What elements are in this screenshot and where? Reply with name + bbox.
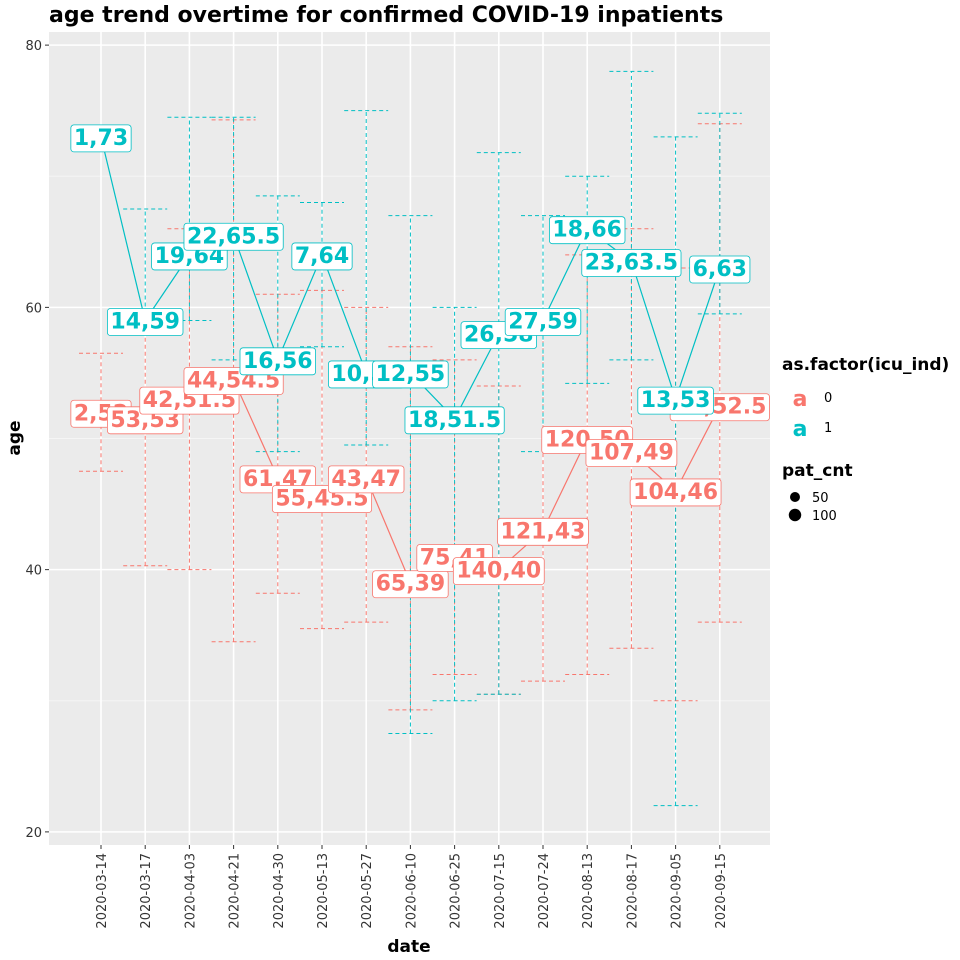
x-tick-label: 2020-08-17 xyxy=(625,853,640,929)
x-tick-label: 2020-09-05 xyxy=(670,853,685,929)
legend-color-entries: a 0a 1 xyxy=(793,387,833,442)
x-tick-label: 2020-04-30 xyxy=(272,853,287,929)
error-bar xyxy=(432,306,477,702)
x-tick-label: 2020-06-10 xyxy=(404,853,419,929)
x-tick-label: 2020-06-25 xyxy=(449,853,464,929)
y-axis: 20 40 60 80 xyxy=(25,39,49,841)
svg-text:12,55: 12,55 xyxy=(376,362,446,387)
data-label: 121,43 xyxy=(497,517,589,546)
y-tick-label: 80 xyxy=(25,39,42,54)
svg-text:18,51.5: 18,51.5 xyxy=(408,408,501,433)
error-bar xyxy=(565,175,610,384)
data-label: 22,65.5 xyxy=(183,222,284,251)
data-label: 107,49 xyxy=(585,439,678,468)
data-label: 7,64 xyxy=(291,242,353,271)
x-axis-title: date xyxy=(387,937,430,957)
data-label: 1,73 xyxy=(70,124,132,153)
y-tick-label: 20 xyxy=(25,826,42,841)
y-axis-title: age xyxy=(5,420,25,455)
x-tick-label: 2020-07-15 xyxy=(493,853,508,929)
x-tick-label: 2020-07-24 xyxy=(537,853,552,929)
data-label: 13,53 xyxy=(637,386,714,415)
legend-glyph: a xyxy=(793,387,808,412)
svg-text:121,43: 121,43 xyxy=(501,519,586,544)
error-bar xyxy=(697,112,742,315)
error-bar xyxy=(300,201,344,348)
svg-text:16,56: 16,56 xyxy=(243,349,313,374)
data-label: 16,56 xyxy=(239,347,316,376)
error-bar xyxy=(476,152,521,695)
x-axis: 2020-03-14 2020-03-17 2020-04-03 2020-04-21… xyxy=(95,845,729,929)
error-bar xyxy=(344,110,389,446)
x-tick-label: 2020-03-14 xyxy=(95,853,110,929)
x-tick-label: 2020-03-17 xyxy=(139,853,154,929)
data-labels: 2,5253,5342,51.544,54.561,4755,45.543,47… xyxy=(70,124,770,599)
x-tick-label: 2020-04-03 xyxy=(183,853,198,929)
svg-text:65,39: 65,39 xyxy=(376,572,446,597)
legend-size-dot xyxy=(788,508,802,522)
svg-text:1,73: 1,73 xyxy=(74,126,128,151)
error-bar xyxy=(609,70,654,361)
data-label: 6,63 xyxy=(689,255,751,284)
data-label: 18,51.5 xyxy=(404,406,505,435)
svg-text:27,59: 27,59 xyxy=(508,309,578,334)
svg-text:22,65.5: 22,65.5 xyxy=(187,224,280,249)
x-tick-label: 2020-05-13 xyxy=(316,853,331,929)
legend-size-label: 100 xyxy=(812,509,837,524)
svg-text:13,53: 13,53 xyxy=(641,388,711,413)
chart-title: age trend overtime for confirmed COVID-1… xyxy=(49,3,723,28)
svg-text:18,66: 18,66 xyxy=(552,218,622,243)
svg-text:43,47: 43,47 xyxy=(331,467,401,492)
x-tick-label: 2020-05-27 xyxy=(360,853,375,929)
x-tick-label: 2020-09-15 xyxy=(714,853,729,929)
y-tick-label: 60 xyxy=(25,301,42,316)
data-label: 12,55 xyxy=(372,360,449,389)
svg-text:7,64: 7,64 xyxy=(295,244,349,269)
x-tick-label: 2020-04-21 xyxy=(228,853,243,929)
svg-text:104,46: 104,46 xyxy=(633,480,718,505)
legend-size-entry: 50 xyxy=(790,491,829,506)
legend-size-title: pat_cnt xyxy=(782,461,853,481)
error-bar xyxy=(653,136,698,807)
data-label: 18,66 xyxy=(549,216,626,245)
svg-text:14,59: 14,59 xyxy=(110,309,180,334)
x-tick-label: 2020-08-13 xyxy=(581,853,596,929)
legend-color-label: 0 xyxy=(824,391,832,406)
legend-glyph: a xyxy=(793,417,808,442)
data-label: 27,59 xyxy=(504,308,582,336)
legend-color-title: as.factor(icu_ind) xyxy=(782,355,949,375)
data-label: 43,47 xyxy=(328,465,405,494)
y-tick-label: 40 xyxy=(25,564,42,579)
data-label: 65,39 xyxy=(372,570,449,599)
svg-text:107,49: 107,49 xyxy=(589,441,674,466)
svg-text:6,63: 6,63 xyxy=(693,257,747,282)
legend-size-label: 50 xyxy=(812,491,829,506)
svg-text:23,63.5: 23,63.5 xyxy=(585,250,678,275)
data-label: 14,59 xyxy=(107,308,184,336)
svg-text:140,40: 140,40 xyxy=(456,559,541,584)
legend-size-dot xyxy=(790,492,800,502)
data-label: 23,63.5 xyxy=(581,249,682,277)
data-label: 104,46 xyxy=(629,478,722,507)
legend-size-entry: 100 xyxy=(788,508,837,524)
data-label: 140,40 xyxy=(452,557,545,586)
error-bar xyxy=(388,215,433,735)
legend-color-label: 1 xyxy=(824,421,832,436)
